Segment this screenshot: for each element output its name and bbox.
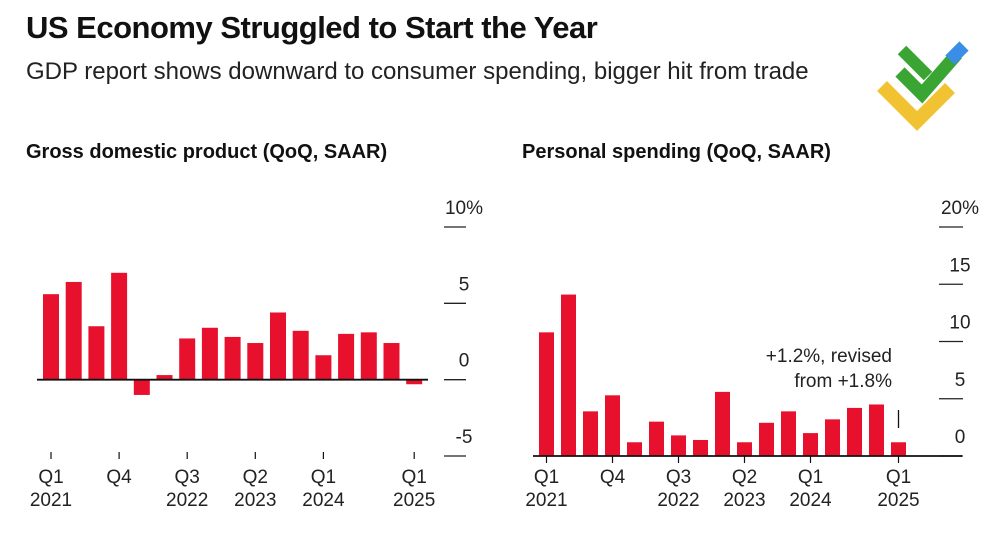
gdp-bar [43,294,59,380]
spending-bar [583,411,598,456]
spending-xtick-label: Q1 [886,467,911,488]
page-title: US Economy Struggled to Start the Year [26,10,598,45]
gdp-bar [315,355,332,380]
gdp-xtick-year: 2022 [166,490,208,511]
spending-ytick-label: 20% [941,198,979,219]
spending-bar [693,439,708,456]
gdp-xtick-year: 2024 [302,490,345,511]
spending-bar [561,294,576,456]
gdp-ytick-label: 0 [459,351,470,372]
spending-xtick-year: 2022 [657,490,699,511]
spending-bar [605,395,620,456]
spending-bar [539,332,554,456]
gdp-xtick-label: Q2 [243,467,268,488]
gdp-bar [65,281,82,380]
spending-bar [781,411,796,456]
spending-bar [627,442,642,456]
diamond-check-logo-icon [877,41,969,131]
gdp-bar [292,330,309,380]
gdp-bar [201,327,218,380]
spending-ytick-label: 15 [949,255,970,276]
gdp-bar [338,333,355,380]
spending-chart-title: Personal spending (QoQ, SAAR) [522,141,831,163]
spending-xtick-year: 2021 [525,490,567,511]
spending-ytick-label: 5 [955,370,966,391]
gdp-xtick-label: Q1 [311,467,336,488]
gdp-bar [383,343,400,380]
spending-bar [847,407,862,456]
spending-bar [737,442,752,456]
gdp-ytick-label: 10% [445,198,483,219]
spending-xtick-label: Q4 [600,467,626,488]
gdp-xtick-label: Q1 [402,467,427,488]
gdp-bar [270,312,286,380]
spending-xtick-year: 2023 [723,490,765,511]
gdp-bar [88,326,105,380]
spending-bar [715,391,730,456]
page-subtitle: GDP report shows downward to consumer sp… [26,58,809,85]
gdp-ytick-label: -5 [456,427,473,448]
spending-xtick-year: 2025 [877,490,919,511]
spending-xtick-label: Q1 [798,467,823,488]
spending-annotation-line1: +1.2%, revised [766,346,892,367]
spending-bar [869,404,884,456]
spending-bar [891,442,906,456]
gdp-xtick-year: 2023 [234,490,276,511]
gdp-xtick-label: Q4 [106,467,132,488]
spending-ytick-label: 0 [955,427,966,448]
gdp-xtick-label: Q3 [175,467,200,488]
spending-xtick-label: Q2 [732,467,757,488]
gdp-bar [133,379,150,395]
spending-annotation-line2: from +1.8% [794,371,892,392]
spending-xtick-label: Q1 [534,467,559,488]
gdp-bar [406,379,423,385]
spending-bar [671,435,686,456]
gdp-xtick-year: 2025 [393,490,435,511]
gdp-xtick-label: Q1 [38,467,63,488]
spending-bar [803,433,818,456]
gdp-bar [224,336,241,380]
gdp-chart-title: Gross domestic product (QoQ, SAAR) [26,141,388,163]
spending-xtick-label: Q3 [666,467,691,488]
gdp-xtick-year: 2021 [30,490,72,511]
gdp-bar [179,338,196,380]
spending-bar [649,421,664,456]
gdp-bar [247,343,264,380]
spending-xtick-year: 2024 [789,490,832,511]
spending-ytick-label: 10 [949,313,970,334]
gdp-bar [111,272,128,380]
spending-bar [759,422,774,456]
gdp-ytick-label: 5 [459,274,470,295]
gdp-bar [360,332,377,380]
spending-bar [825,419,840,456]
gdp-bar [156,375,173,380]
